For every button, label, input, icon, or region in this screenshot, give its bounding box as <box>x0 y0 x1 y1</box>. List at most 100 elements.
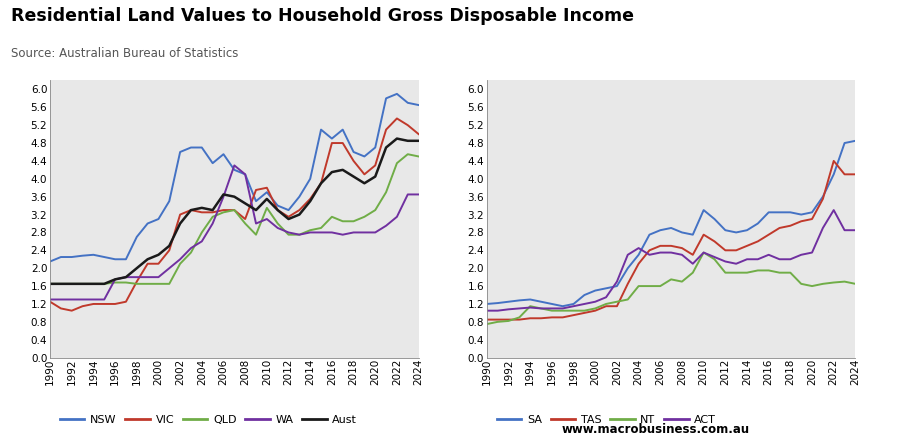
SA <box>633 252 644 257</box>
NT <box>720 270 731 275</box>
SA <box>828 172 839 177</box>
TAS <box>546 315 557 320</box>
QLD <box>349 219 359 224</box>
QLD <box>380 190 391 195</box>
NT <box>514 315 525 320</box>
NSW <box>283 207 294 213</box>
TAS <box>763 232 774 237</box>
ACT <box>731 261 742 266</box>
VIC <box>197 210 207 215</box>
WA <box>186 245 197 251</box>
TAS <box>514 317 525 322</box>
NT <box>481 321 492 327</box>
VIC <box>380 127 391 132</box>
Aust <box>56 281 66 287</box>
TAS <box>709 239 720 244</box>
TAS <box>817 196 828 202</box>
QLD <box>186 250 197 255</box>
ACT <box>676 252 687 257</box>
Aust <box>142 257 153 262</box>
VIC <box>66 308 77 313</box>
TAS <box>536 316 547 321</box>
NT <box>731 270 742 275</box>
ACT <box>709 254 720 260</box>
Aust <box>175 221 186 226</box>
NSW <box>327 136 338 141</box>
WA <box>272 225 283 231</box>
TAS <box>579 310 590 316</box>
ACT <box>763 252 774 257</box>
TAS <box>666 243 677 249</box>
WA <box>99 297 110 302</box>
Line: WA: WA <box>50 165 419 299</box>
ACT <box>666 250 677 255</box>
TAS <box>753 239 763 244</box>
WA <box>153 274 164 280</box>
ACT <box>806 250 817 255</box>
TAS <box>806 216 817 222</box>
Aust <box>413 138 424 143</box>
NSW <box>239 172 250 177</box>
Aust <box>316 181 327 186</box>
Aust <box>294 212 305 217</box>
TAS <box>590 308 601 313</box>
ACT <box>525 305 536 310</box>
WA <box>305 230 316 235</box>
NT <box>839 279 850 284</box>
SA <box>601 286 612 291</box>
NSW <box>99 254 110 260</box>
SA <box>525 297 536 302</box>
NSW <box>261 190 272 195</box>
NT <box>806 283 817 289</box>
ACT <box>568 304 579 309</box>
Aust <box>120 274 131 280</box>
NSW <box>229 167 240 173</box>
QLD <box>131 281 142 287</box>
VIC <box>164 248 175 253</box>
ACT <box>774 257 785 262</box>
WA <box>66 297 77 302</box>
WA <box>316 230 327 235</box>
ACT <box>536 306 547 311</box>
NT <box>742 270 753 275</box>
NT <box>601 301 612 307</box>
TAS <box>785 223 796 228</box>
WA <box>175 257 186 262</box>
TAS <box>601 304 612 309</box>
VIC <box>77 304 88 309</box>
QLD <box>164 281 175 287</box>
Line: TAS: TAS <box>487 161 855 320</box>
QLD <box>153 281 164 287</box>
NT <box>774 270 785 275</box>
ACT <box>698 250 709 255</box>
Line: VIC: VIC <box>50 118 419 311</box>
WA <box>77 297 88 302</box>
Aust <box>250 207 261 213</box>
VIC <box>413 131 424 137</box>
NSW <box>197 145 207 150</box>
ACT <box>633 245 644 251</box>
ACT <box>687 261 698 266</box>
NT <box>698 250 709 255</box>
QLD <box>109 280 120 285</box>
WA <box>56 297 66 302</box>
VIC <box>305 196 316 202</box>
ACT <box>795 252 806 257</box>
VIC <box>99 301 110 307</box>
ACT <box>785 257 796 262</box>
TAS <box>644 248 655 253</box>
NSW <box>250 198 261 204</box>
VIC <box>153 261 164 266</box>
VIC <box>316 181 327 186</box>
VIC <box>272 207 283 213</box>
QLD <box>250 232 261 237</box>
NSW <box>369 145 380 150</box>
VIC <box>349 158 359 164</box>
SA <box>568 301 579 307</box>
NT <box>753 268 763 273</box>
VIC <box>56 306 66 311</box>
NT <box>795 281 806 287</box>
NSW <box>207 160 218 166</box>
SA <box>546 301 557 307</box>
ACT <box>753 257 763 262</box>
